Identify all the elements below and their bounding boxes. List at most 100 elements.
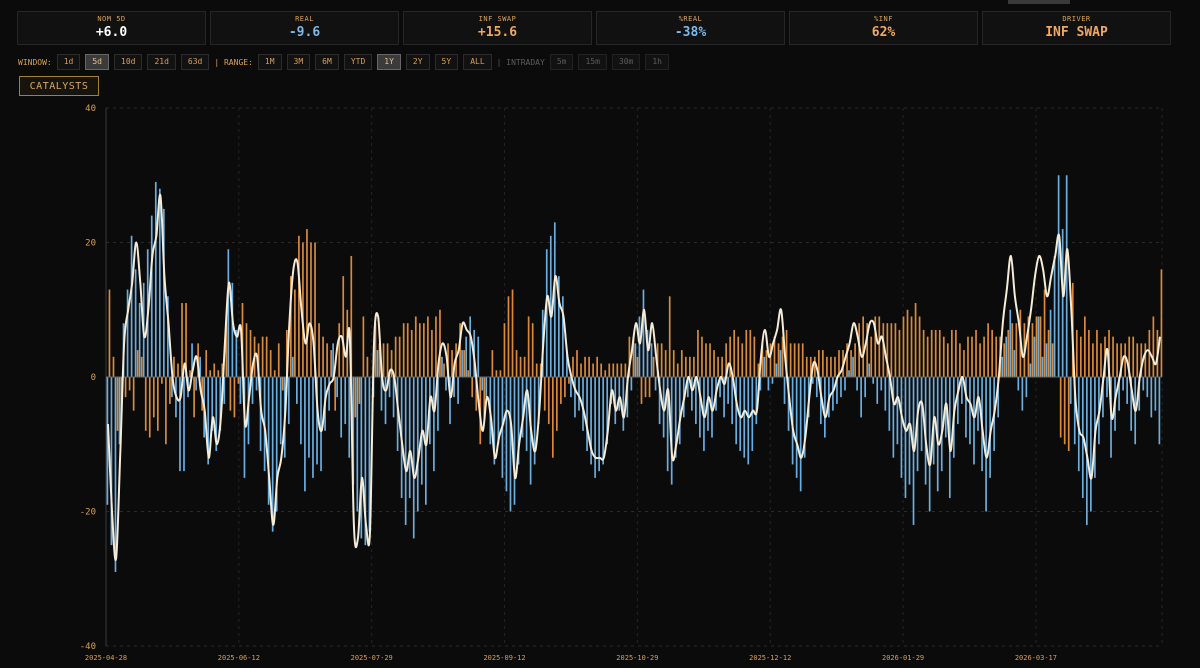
real-bar: [1053, 255, 1056, 377]
window-button-10d[interactable]: 10d: [114, 54, 143, 70]
stats-bar: NOM 5D +6.0 REAL -9.6 INF SWAP +15.6 %RE…: [17, 11, 1171, 45]
window-button-63d[interactable]: 63d: [180, 54, 210, 70]
range-button-1y[interactable]: 1Y: [377, 54, 401, 70]
inf-bar: [725, 343, 727, 377]
inf-bar: [418, 323, 421, 377]
inf-bar: [503, 323, 506, 377]
inf-bar: [1160, 269, 1163, 377]
intraday-button-15m[interactable]: 15m: [578, 54, 607, 70]
real-bar: [110, 377, 113, 546]
real-bar: [1146, 377, 1149, 398]
inf-bar: [592, 363, 594, 377]
inf-bar: [213, 363, 216, 377]
inf-bar: [422, 323, 425, 377]
inf-bar: [257, 343, 260, 377]
real-bar: [811, 377, 814, 384]
inf-bar: [950, 329, 953, 377]
real-bar: [130, 235, 133, 377]
range-button-2y[interactable]: 2Y: [405, 54, 430, 70]
catalysts-button[interactable]: CATALYSTS: [19, 76, 99, 96]
real-bar: [106, 377, 109, 505]
real-bar: [340, 377, 343, 438]
inf-bar: [846, 343, 848, 377]
real-bar: [771, 377, 774, 384]
inf-bar: [277, 343, 280, 377]
inf-bar: [334, 377, 337, 411]
real-bar: [271, 377, 274, 532]
inf-bar: [576, 350, 578, 377]
real-bar: [134, 269, 137, 377]
real-bar: [1029, 363, 1032, 377]
inf-bar: [161, 377, 163, 384]
inf-bar: [547, 377, 550, 425]
inf-bar: [1100, 343, 1102, 377]
stat-value: INF SWAP: [1045, 25, 1108, 40]
intraday-button-30m[interactable]: 30m: [611, 54, 641, 70]
inf-bar: [596, 356, 599, 377]
inf-bar: [721, 356, 723, 377]
inf-bar: [165, 377, 167, 445]
real-bar: [457, 377, 459, 404]
range-button-5y[interactable]: 5Y: [434, 54, 459, 70]
real-bar: [235, 329, 238, 377]
inf-bar: [1152, 316, 1155, 377]
inf-bar: [535, 363, 538, 377]
range-button-6m[interactable]: 6M: [315, 54, 339, 70]
inf-bar: [568, 377, 570, 384]
real-bar: [674, 377, 677, 458]
real-bar: [731, 377, 733, 425]
inf-bar: [1075, 329, 1078, 377]
inf-bar: [148, 377, 151, 438]
window-button-5d[interactable]: 5d: [85, 54, 109, 70]
range-button-3m[interactable]: 3M: [286, 54, 311, 70]
inf-bar: [701, 336, 703, 377]
inf-bar: [934, 329, 937, 377]
range-button-all[interactable]: ALL: [463, 54, 492, 70]
x-tick-label: 2025-06-12: [218, 654, 260, 662]
inf-bar: [628, 336, 631, 377]
inf-bar: [410, 329, 413, 377]
real-bar: [191, 343, 193, 377]
inf-bar: [733, 329, 736, 377]
inf-bar: [269, 350, 272, 377]
inf-bar: [991, 329, 993, 377]
window-button-1d[interactable]: 1d: [56, 54, 81, 70]
inf-bar: [1132, 336, 1135, 377]
real-bar: [477, 336, 480, 377]
inf-bar: [1079, 336, 1082, 377]
intraday-button-1h[interactable]: 1h: [645, 54, 669, 70]
inf-bar: [427, 316, 429, 377]
inf-bar: [572, 356, 574, 377]
range-button-1m[interactable]: 1M: [257, 54, 282, 70]
real-bar: [368, 377, 371, 532]
real-bar: [162, 208, 165, 377]
inf-bar: [890, 323, 893, 377]
real-bar: [239, 377, 242, 404]
inf-bar: [781, 336, 784, 377]
real-bar: [819, 377, 822, 425]
real-bar: [618, 377, 621, 411]
inf-bar: [1027, 316, 1030, 377]
inf-bar: [378, 343, 381, 377]
real-bar: [465, 336, 467, 377]
inf-bar: [249, 329, 252, 377]
range-button-ytd[interactable]: YTD: [343, 54, 373, 70]
decomposition-chart: -40 -20 0 20 40 2025-04-28 2025-06-12 2025-07-…: [80, 104, 1163, 662]
real-bar: [509, 377, 512, 512]
inf-bar: [938, 329, 941, 377]
inf-bar: [402, 323, 405, 377]
inf-bar: [922, 329, 925, 377]
real-bar: [678, 377, 681, 445]
real-bar: [686, 377, 689, 398]
real-bar: [803, 377, 806, 458]
real-bar: [352, 377, 355, 485]
real-bar: [880, 377, 883, 391]
inf-bar: [773, 336, 776, 377]
real-bar: [183, 377, 185, 472]
real-bar: [348, 377, 351, 458]
intraday-button-5m[interactable]: 5m: [549, 54, 574, 70]
window-button-21d[interactable]: 21d: [147, 54, 176, 70]
inf-bar: [588, 356, 590, 377]
stat-real: REAL -9.6: [210, 11, 399, 45]
real-bar: [408, 377, 411, 499]
